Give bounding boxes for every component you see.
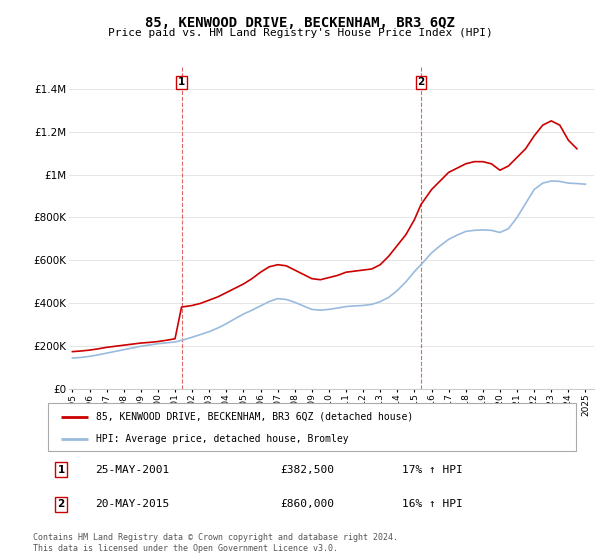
Text: 2: 2 [58, 500, 65, 510]
Text: 2: 2 [418, 77, 425, 87]
Text: HPI: Average price, detached house, Bromley: HPI: Average price, detached house, Brom… [95, 434, 348, 444]
Text: 85, KENWOOD DRIVE, BECKENHAM, BR3 6QZ: 85, KENWOOD DRIVE, BECKENHAM, BR3 6QZ [145, 16, 455, 30]
Text: Contains HM Land Registry data © Crown copyright and database right 2024.
This d: Contains HM Land Registry data © Crown c… [33, 533, 398, 553]
Text: £382,500: £382,500 [280, 464, 334, 474]
Text: 85, KENWOOD DRIVE, BECKENHAM, BR3 6QZ (detached house): 85, KENWOOD DRIVE, BECKENHAM, BR3 6QZ (d… [95, 412, 413, 422]
Text: 17% ↑ HPI: 17% ↑ HPI [402, 464, 463, 474]
Text: 25-MAY-2001: 25-MAY-2001 [95, 464, 170, 474]
Text: 16% ↑ HPI: 16% ↑ HPI [402, 500, 463, 510]
Text: 1: 1 [178, 77, 185, 87]
Text: £860,000: £860,000 [280, 500, 334, 510]
Text: 1: 1 [58, 464, 65, 474]
Text: 20-MAY-2015: 20-MAY-2015 [95, 500, 170, 510]
Text: Price paid vs. HM Land Registry's House Price Index (HPI): Price paid vs. HM Land Registry's House … [107, 28, 493, 38]
